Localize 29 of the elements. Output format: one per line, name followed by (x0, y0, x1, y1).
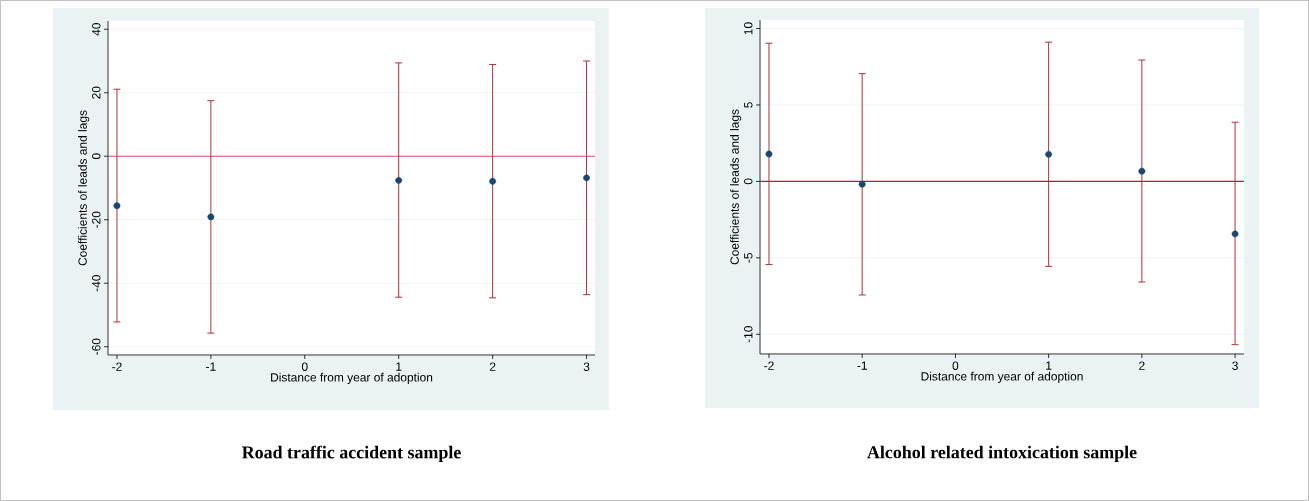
x-tick-label: -1 (206, 362, 216, 371)
x-tick-label: 1 (396, 362, 402, 371)
y-tick-label: 5 (744, 102, 753, 108)
x-tick-label: 0 (301, 362, 308, 371)
x-axis-title: Distance from year of adoption (921, 371, 1083, 383)
y-tick-label: -40 (92, 275, 101, 292)
y-axis-title: Coefficients of leads and lags (730, 109, 742, 265)
x-tick-label: 2 (489, 362, 496, 371)
x-tick-label: -2 (112, 362, 122, 371)
y-tick-label: -60 (92, 338, 101, 355)
x-axis-title: Distance from year of adoption (271, 372, 433, 384)
x-tick-label: 1 (1046, 361, 1052, 370)
y-tick-label: -10 (744, 326, 753, 343)
y-tick-label: 10 (744, 22, 753, 35)
x-tick-label: 0 (952, 361, 959, 370)
y-tick-label: 40 (92, 23, 101, 36)
text: Alcohol related intoxication sample (867, 445, 1137, 463)
y-tick-label: -20 (92, 211, 101, 228)
x-tick-label: 3 (1232, 361, 1238, 370)
x-tick-label: 3 (583, 362, 590, 371)
y-tick-label: -5 (744, 253, 753, 263)
y-tick-label: 20 (92, 86, 101, 99)
y-tick-label: 0 (744, 178, 753, 185)
y-tick-label: 0 (92, 153, 101, 160)
x-tick-label: 2 (1139, 361, 1145, 370)
y-axis-title: Coefficients of leads and lags (78, 110, 90, 266)
x-tick-label: -1 (857, 361, 867, 370)
text: Road traffic accident sample (242, 445, 461, 463)
x-tick-label: -2 (764, 361, 774, 370)
